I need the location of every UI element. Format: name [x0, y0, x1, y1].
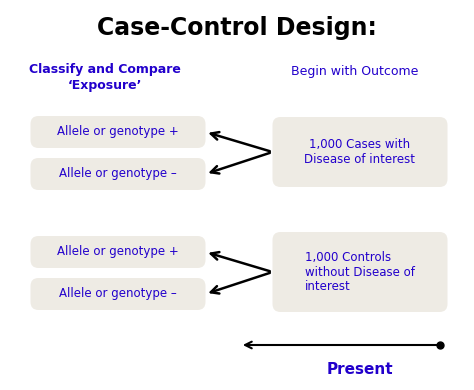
- Text: Classify and Compare
‘Exposure’: Classify and Compare ‘Exposure’: [29, 64, 181, 92]
- Text: Begin with Outcome: Begin with Outcome: [292, 66, 419, 78]
- FancyBboxPatch shape: [273, 117, 447, 187]
- Text: Allele or genotype +: Allele or genotype +: [57, 245, 179, 259]
- FancyBboxPatch shape: [273, 232, 447, 312]
- FancyBboxPatch shape: [30, 236, 206, 268]
- Text: Case-Control Design:: Case-Control Design:: [97, 16, 377, 40]
- Text: Allele or genotype –: Allele or genotype –: [59, 167, 177, 181]
- Text: 1,000 Cases with
Disease of interest: 1,000 Cases with Disease of interest: [304, 138, 416, 166]
- Text: Allele or genotype –: Allele or genotype –: [59, 287, 177, 301]
- Text: Allele or genotype +: Allele or genotype +: [57, 126, 179, 138]
- FancyBboxPatch shape: [30, 278, 206, 310]
- Text: 1,000 Controls
without Disease of
interest: 1,000 Controls without Disease of intere…: [305, 250, 415, 294]
- FancyBboxPatch shape: [30, 116, 206, 148]
- Text: Present: Present: [327, 362, 393, 378]
- FancyBboxPatch shape: [30, 158, 206, 190]
